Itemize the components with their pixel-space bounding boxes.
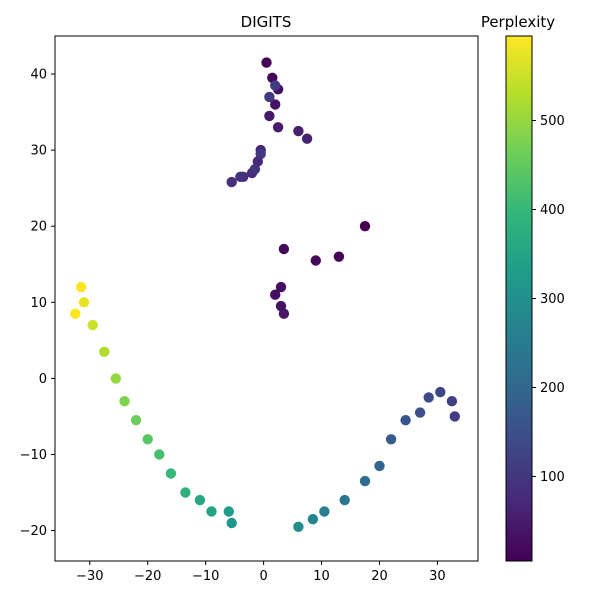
data-point (339, 494, 350, 506)
x-tick-label: 10 (313, 569, 330, 584)
plot-frame (54, 35, 479, 562)
data-point (414, 407, 426, 418)
data-point (270, 289, 281, 300)
data-point (446, 396, 458, 407)
data-point (449, 411, 460, 422)
data-point (70, 308, 81, 319)
data-point (270, 99, 281, 110)
y-tick-label: 40 (30, 68, 47, 83)
data-point (359, 221, 371, 232)
colorbar-tick-label: 200 (540, 381, 565, 396)
data-point (374, 460, 385, 472)
data-point (226, 176, 237, 188)
y-tick-label: 30 (30, 144, 47, 159)
data-point (400, 415, 411, 426)
data-point (261, 57, 272, 68)
data-point (333, 251, 345, 262)
x-tick-label: 30 (429, 569, 446, 584)
data-point (130, 415, 142, 426)
data-point (142, 434, 153, 445)
colorbar-title: Perplexity (481, 13, 555, 31)
data-point (194, 494, 206, 506)
y-tick-label: −10 (20, 448, 47, 463)
data-point (301, 133, 313, 144)
colorbar-tick-label: 400 (540, 203, 565, 218)
data-point (78, 297, 90, 308)
scatter-plot: DIGITS −30 −20 −10 0 10 20 30 −20 −10 0 10 20 30 40 (20, 13, 479, 584)
data-point (264, 91, 275, 103)
data-point (75, 281, 87, 293)
data-point (307, 514, 319, 525)
x-tick-label: 20 (371, 569, 388, 584)
colorbar-tick-label: 300 (540, 292, 565, 307)
data-point (87, 319, 98, 331)
colorbar-axis: 100 200 300 400 500 (532, 114, 565, 485)
data-point (270, 80, 281, 91)
data-point (249, 164, 261, 175)
data-point (255, 148, 266, 160)
chart-title: DIGITS (241, 13, 292, 31)
colorbar-tick-label: 500 (540, 114, 565, 129)
data-point (226, 517, 237, 529)
x-tick-label: 0 (259, 569, 267, 584)
data-point (293, 125, 304, 137)
data-point (310, 255, 321, 266)
data-point (180, 487, 191, 498)
data-point (235, 171, 246, 182)
data-point (272, 122, 284, 133)
x-tick-label: −10 (192, 569, 219, 584)
plot-area (55, 36, 478, 561)
data-point (293, 521, 304, 532)
data-point (385, 434, 397, 445)
data-points (70, 57, 460, 532)
data-point (264, 110, 275, 122)
data-point (110, 373, 122, 384)
data-point (423, 392, 434, 403)
data-point (99, 346, 110, 357)
y-tick-label: −20 (20, 524, 47, 539)
y-tick-label: 0 (39, 372, 47, 387)
y-axis: −20 −10 0 10 20 30 40 (20, 68, 55, 539)
colorbar-gradient (506, 36, 532, 561)
data-point (275, 281, 287, 293)
data-point (154, 449, 165, 460)
colorbar: Perplexity 100 200 300 400 500 (481, 13, 565, 562)
y-tick-label: 10 (30, 296, 47, 311)
x-tick-label: −30 (76, 569, 103, 584)
x-axis: −30 −20 −10 0 10 20 30 (76, 561, 446, 584)
colorbar-tick-label: 100 (540, 470, 565, 485)
data-point (206, 506, 217, 517)
y-tick-label: 20 (30, 220, 47, 235)
data-point (278, 243, 290, 255)
data-point (319, 506, 330, 517)
data-point (119, 396, 130, 407)
x-tick-label: −20 (134, 569, 161, 584)
data-point (223, 506, 234, 517)
data-point (359, 475, 371, 487)
data-point (435, 386, 446, 398)
data-point (278, 308, 290, 319)
data-point (165, 468, 177, 479)
